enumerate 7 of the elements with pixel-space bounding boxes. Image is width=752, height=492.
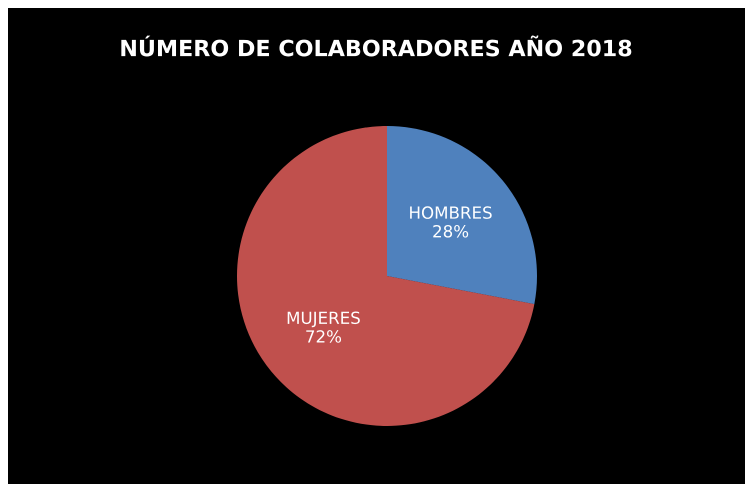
data-label: 72% — [306, 330, 342, 343]
slice-label: MUJERES — [288, 311, 360, 328]
data-label: 28% — [433, 224, 468, 238]
pie-slice — [237, 126, 534, 426]
pie-slice — [387, 126, 537, 304]
slice-label: HOMBRES — [410, 206, 492, 219]
chart-title: NÚMERO DE COLABORADORES AÑO 2018 — [121, 36, 632, 56]
